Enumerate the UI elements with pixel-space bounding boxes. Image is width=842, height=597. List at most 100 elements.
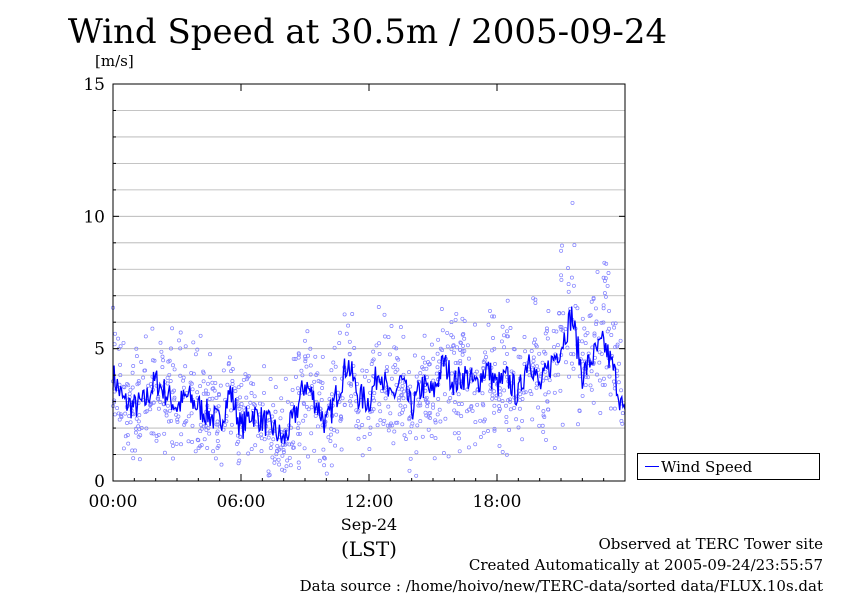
sample-point [433,436,438,441]
sample-point [190,387,195,392]
sample-point [362,374,367,379]
sample-point [433,418,438,423]
sample-point [178,330,183,335]
sample-point [407,468,412,473]
sample-point [456,392,461,397]
x-tick-label: 06:00 [217,492,266,512]
sample-point [171,363,175,368]
sample-point [544,437,548,442]
sample-point [559,273,564,278]
sample-point [160,354,165,359]
sample-point [172,395,177,400]
sample-point [559,327,564,332]
sample-point [505,351,509,356]
sample-point [302,446,307,451]
sample-point [458,358,463,363]
sample-point [473,322,477,327]
sample-point [337,330,342,335]
sample-point [514,417,519,422]
sample-point [301,400,306,405]
sample-point [125,421,129,425]
sample-point [617,361,621,366]
sample-point [435,365,440,370]
sample-point [236,402,241,407]
sample-point [571,283,576,288]
sample-point [428,410,433,415]
sample-point [198,429,203,434]
sample-point [407,417,412,422]
sample-point [520,437,525,442]
sample-point [331,360,336,365]
sample-point [268,377,273,381]
sample-point [293,357,298,361]
sample-point [315,424,320,429]
sample-point [128,420,133,425]
sample-point [238,395,242,400]
sample-point [320,386,325,390]
sample-point [491,336,495,340]
sample-point [584,374,589,379]
y-tick-label: 0 [94,472,105,492]
sample-point [571,352,576,357]
sample-point [431,402,435,407]
sample-point [415,423,420,428]
sample-point [453,400,457,405]
sample-point [322,463,327,468]
sample-point [169,418,174,423]
sample-point [154,438,159,443]
sample-point [585,330,590,335]
sample-point [350,312,355,316]
sample-point [620,411,625,416]
sample-point [116,411,121,416]
sample-point [369,362,374,367]
sample-point [594,319,599,324]
sample-point [424,366,429,371]
sample-point [401,334,406,339]
sample-point [522,335,527,339]
sample-point [425,404,430,409]
sample-point [462,319,467,324]
sample-point [418,419,423,424]
sample-point [573,304,578,308]
sample-point [271,403,276,408]
sample-point [410,421,415,426]
sample-point [603,294,608,299]
sample-point [322,455,327,460]
sample-point [569,351,573,356]
sample-point [196,438,201,443]
sample-point [160,365,165,370]
sample-point [280,467,285,472]
sample-point [462,336,467,341]
sample-point [175,419,180,424]
sample-point [504,452,509,457]
footer-source: Data source : /home/hoivo/new/TERC-data/… [299,577,823,595]
sample-point [608,392,613,397]
sample-point [535,364,539,369]
sample-point [318,379,323,384]
sample-point [335,429,340,434]
sample-point [580,393,585,398]
sample-point [453,361,458,365]
sample-point [456,402,461,407]
sample-point [239,402,244,406]
sample-point [414,450,419,455]
sample-point [540,423,545,428]
sample-point [309,431,314,436]
sample-point [422,360,427,365]
sample-point [308,372,313,377]
sample-point [304,364,309,369]
sample-point [490,348,495,353]
sample-point [563,327,568,332]
sample-point [297,431,302,436]
sample-point [445,330,450,335]
sample-point [164,410,169,415]
sample-point [532,337,537,342]
sample-point [306,454,310,459]
sample-point [306,353,311,358]
sample-point [376,305,381,309]
sample-point [462,349,467,353]
sample-point [481,360,486,364]
sample-point [500,399,505,404]
sample-point [134,416,139,421]
sample-point [546,390,551,395]
